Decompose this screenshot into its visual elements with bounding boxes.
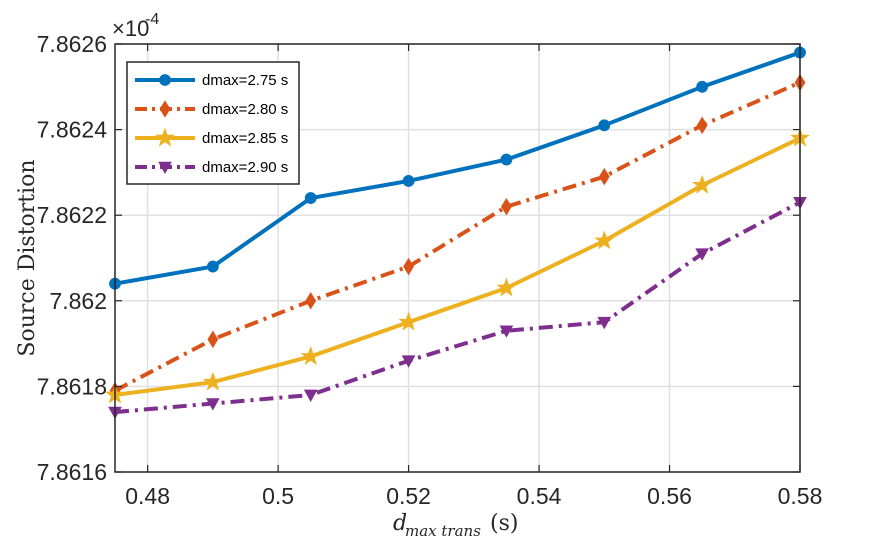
data-point	[304, 192, 317, 204]
x-tick-label: 0.48	[125, 483, 170, 509]
x-tick-label: 0.54	[517, 483, 562, 509]
data-point	[500, 153, 513, 166]
data-point	[597, 316, 612, 330]
data-point	[303, 389, 318, 402]
y-multiplier-exponent: -4	[145, 11, 159, 28]
series-group	[104, 46, 811, 420]
legend-label: dmax=2.75 s	[202, 72, 288, 89]
legend-marker	[159, 100, 171, 118]
ticks: 0.48 0.5 0.52 0.54 0.56 0.58 7.8616 7.8618 7.862…	[37, 31, 823, 509]
y-tick-label: 7.8626	[37, 31, 107, 57]
y-tick-label: 7.862	[49, 288, 107, 314]
legend-label: dmax=2.85 s	[202, 130, 288, 147]
y-multiplier-base: ×10	[112, 16, 149, 41]
legend-item: dmax=2.80 s	[135, 100, 288, 118]
y-tick-label: 7.8618	[37, 373, 107, 399]
x-axis-label: d max trans (s)	[393, 511, 518, 540]
data-point	[501, 197, 512, 216]
series-1	[109, 46, 806, 290]
data-point	[598, 119, 611, 132]
x-tick-label: 0.5	[262, 483, 294, 509]
y-axis-label: Source Distortion	[15, 159, 40, 356]
data-point	[206, 260, 219, 273]
plot-frame	[114, 43, 801, 473]
data-point	[496, 277, 517, 297]
data-point	[202, 371, 223, 391]
legend-box	[126, 61, 300, 185]
data-point	[692, 174, 713, 194]
data-point	[594, 230, 615, 250]
data-point	[398, 311, 419, 331]
legend-marker	[158, 161, 172, 175]
data-point	[598, 167, 610, 186]
series-line	[114, 200, 801, 415]
legend-item: dmax=2.85 s	[135, 127, 288, 147]
x-axis-label-subscript: max trans	[405, 522, 481, 540]
series-line	[114, 136, 801, 397]
series-line	[114, 50, 801, 286]
data-point	[696, 80, 709, 93]
data-point	[207, 330, 219, 349]
data-point	[300, 345, 321, 365]
legend-marker	[159, 74, 171, 86]
data-point	[499, 325, 514, 338]
y-multiplier: ×10 -4	[112, 11, 159, 41]
data-point	[402, 175, 415, 187]
x-axis-label-unit: (s)	[490, 511, 518, 536]
series-line	[114, 80, 801, 393]
legend: dmax=2.75 s dmax=2.80 s dmax=2.85 s dmax=2.…	[126, 61, 300, 185]
legend-label: dmax=2.90 s	[202, 159, 288, 176]
x-tick-label: 0.58	[778, 483, 823, 509]
legend-item: dmax=2.90 s	[135, 159, 288, 176]
y-tick-label: 7.8616	[37, 459, 107, 485]
data-point	[401, 355, 416, 368]
x-axis-label-main: d	[393, 511, 407, 536]
data-point	[206, 398, 220, 411]
legend-marker	[154, 127, 176, 147]
data-point	[305, 292, 317, 310]
data-point	[403, 257, 414, 276]
legend-item: dmax=2.75 s	[135, 72, 288, 89]
x-tick-label: 0.52	[386, 483, 431, 509]
legend-label: dmax=2.80 s	[202, 101, 288, 118]
x-tick-label: 0.56	[647, 483, 692, 509]
y-tick-label: 7.8624	[37, 117, 108, 143]
data-point	[695, 248, 709, 261]
data-point	[696, 116, 708, 135]
y-tick-label: 7.8622	[37, 202, 107, 228]
